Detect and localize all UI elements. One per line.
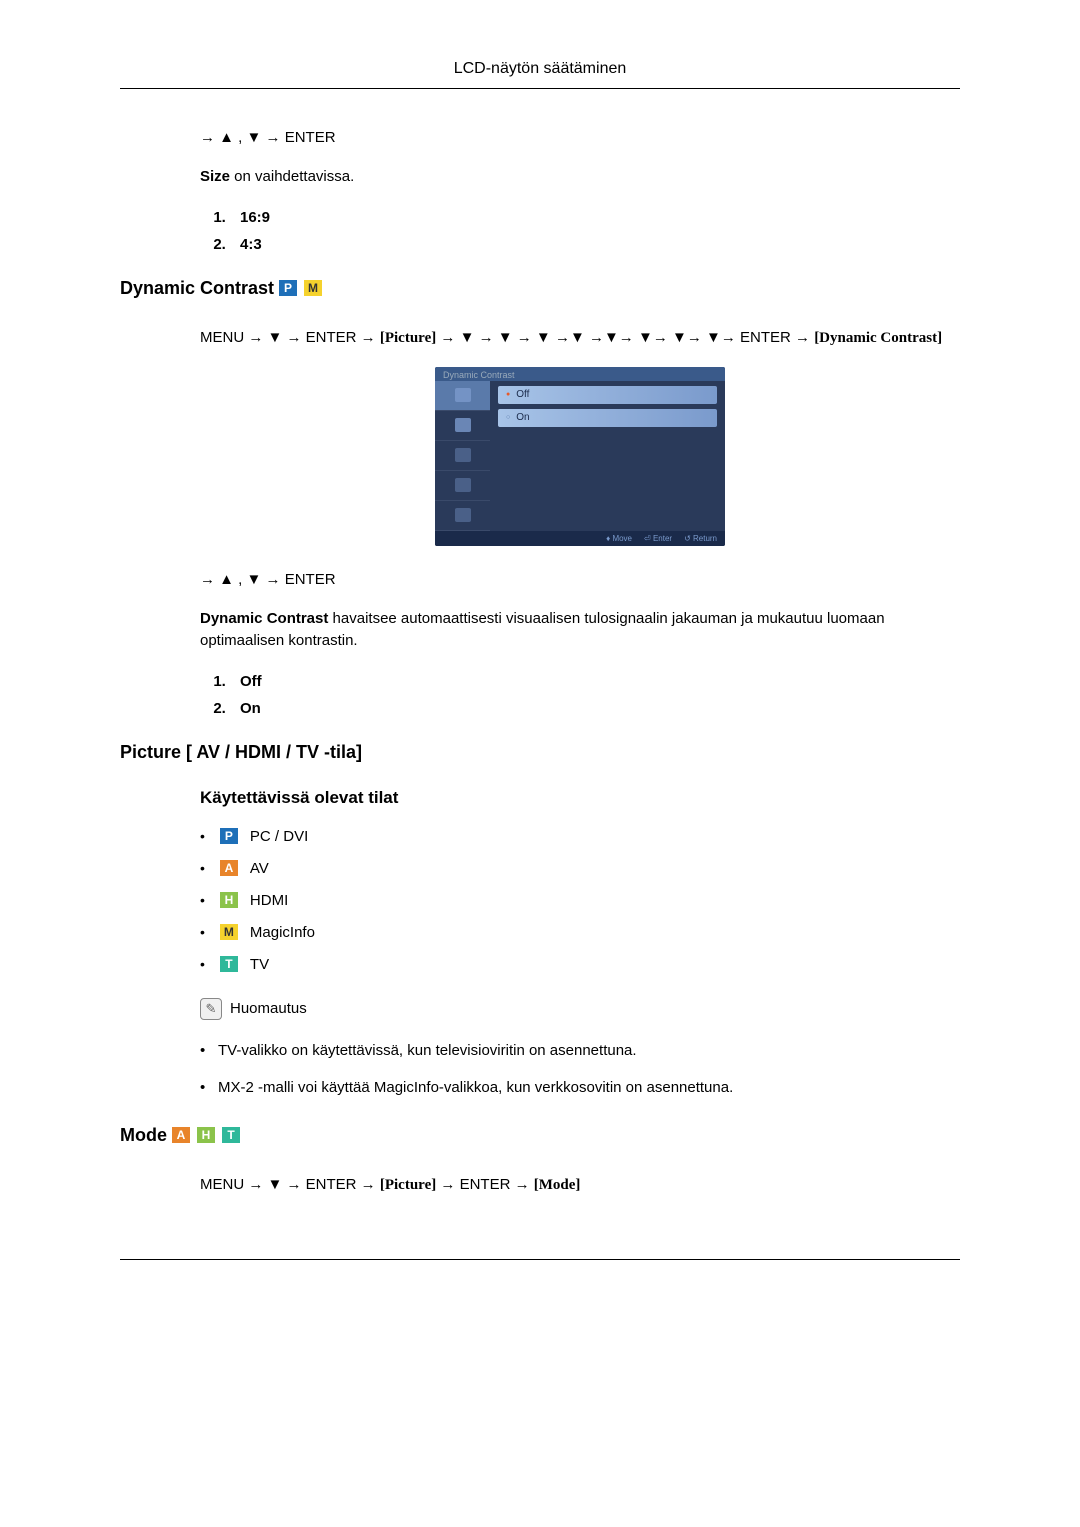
osd-side-item [435,441,490,471]
osd-icon [455,388,471,402]
dynamic-contrast-heading: Dynamic Contrast P M [120,278,960,299]
osd-header: Dynamic Contrast [435,367,725,381]
mode-badge-icon: P [220,828,238,844]
mode-item: P PC / DVI [200,828,960,845]
osd-option-on: On [498,409,717,427]
osd-body: Off On [435,381,725,531]
dc-option: On [230,700,960,717]
mode-item: T TV [200,956,960,973]
heading-text: Dynamic Contrast [120,278,274,299]
nav-sequence-dc2: → ▲ , ▼ → ENTER [200,571,960,588]
notes-list: TV-valikko on käytettävissä, kun televis… [200,1040,960,1100]
nav-bracket-mode: [Mode] [534,1177,581,1193]
osd-footer: ♦ Move ⏎ Enter ↺ Return [435,531,725,546]
size-text: Size on vaihdettavissa. [200,166,960,189]
nav-mid: → ▼ → ▼ → ▼ →▼ →▼→ ▼→ ▼→ ▼→ ENTER → [436,329,814,346]
nav-sequence-mode: MENU → ▼ → ENTER → [Picture] → ENTER → [… [200,1171,960,1199]
osd-option-label: Off [516,389,529,400]
osd-side-item [435,501,490,531]
page-header: LCD-näytön säätäminen [120,60,960,89]
picture-mode-heading: Picture [ AV / HDMI / TV -tila] [120,742,960,763]
mode-badge-icon: M [220,924,238,940]
mode-badge-icon: T [220,956,238,972]
osd-footer-move: ♦ Move [606,534,632,543]
badge-a-icon: A [172,1127,190,1143]
nav-sequence-size: → ▲ , ▼ → ENTER [200,129,960,146]
note-item: TV-valikko on käytettävissä, kun televis… [200,1040,960,1063]
page-title: LCD-näytön säätäminen [454,60,627,77]
osd-icon [455,508,471,522]
osd-container: Dynamic Contrast Off On ♦ Move ⏎ Enter ↺… [435,367,725,546]
note-icon: ✎ [200,998,222,1020]
mode-heading: Mode A H T [120,1125,960,1146]
osd-menu-screenshot: Dynamic Contrast Off On ♦ Move ⏎ Enter ↺… [435,367,725,546]
note-heading: ✎ Huomautus [200,998,960,1020]
nav-prefix: MENU → ▼ → ENTER → [200,1176,380,1193]
osd-main: Off On [490,381,725,531]
mode-label: HDMI [250,892,288,909]
badge-p-icon: P [279,280,297,296]
size-options-list: 16:9 4:3 [200,209,960,253]
size-option: 16:9 [230,209,960,226]
nav-bracket-picture: [Picture] [380,330,436,346]
osd-side-item [435,471,490,501]
osd-icon [455,448,471,462]
nav-prefix: MENU → ▼ → ENTER → [200,329,380,346]
mode-badge-icon: A [220,860,238,876]
osd-icon [455,478,471,492]
mode-label: PC / DVI [250,828,308,845]
dc-desc-bold: Dynamic Contrast [200,610,328,627]
nav-bracket-picture: [Picture] [380,1177,436,1193]
osd-icon [455,418,471,432]
osd-footer-enter: ⏎ Enter [644,534,672,543]
mode-label: AV [250,860,269,877]
osd-sidebar [435,381,490,531]
heading-text: Picture [ AV / HDMI / TV -tila] [120,742,362,763]
nav-sequence-dc: MENU → ▼ → ENTER → [Picture] → ▼ → ▼ → ▼… [200,324,960,352]
mode-label: MagicInfo [250,924,315,941]
osd-footer-return: ↺ Return [684,534,717,543]
page-footer-line [120,1259,960,1260]
badge-t-icon: T [222,1127,240,1143]
nav-mid: → ENTER → [436,1176,534,1193]
note-item: MX-2 -malli voi käyttää MagicInfo-valikk… [200,1077,960,1100]
available-modes-subheading: Käytettävissä olevat tilat [200,788,960,808]
content-area: → ▲ , ▼ → ENTER Size on vaihdettavissa. … [120,129,960,1199]
modes-list: P PC / DVI A AV H HDMI M MagicInfo T TV [200,828,960,973]
mode-badge-icon: H [220,892,238,908]
size-label: Size [200,168,230,185]
heading-text: Mode [120,1125,167,1146]
note-label: Huomautus [230,1000,307,1017]
dc-option: Off [230,673,960,690]
mode-item: M MagicInfo [200,924,960,941]
mode-label: TV [250,956,269,973]
osd-side-item [435,411,490,441]
osd-option-label: On [516,412,529,423]
osd-side-item [435,381,490,411]
osd-option-off: Off [498,386,717,404]
size-suffix: on vaihdettavissa. [230,168,354,185]
size-option: 4:3 [230,236,960,253]
badge-h-icon: H [197,1127,215,1143]
badge-m-icon: M [304,280,322,296]
nav-bracket-dc: [Dynamic Contrast] [814,330,942,346]
mode-item: H HDMI [200,892,960,909]
dc-description: Dynamic Contrast havaitsee automaattises… [200,608,960,653]
dc-options-list: Off On [200,673,960,717]
mode-item: A AV [200,860,960,877]
